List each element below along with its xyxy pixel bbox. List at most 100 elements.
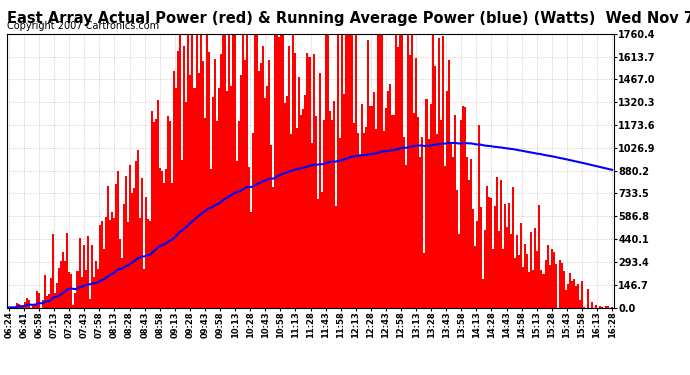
Bar xyxy=(179,34,181,308)
Bar xyxy=(297,128,298,308)
Bar xyxy=(509,203,510,308)
Bar xyxy=(226,91,228,308)
Bar xyxy=(490,198,492,308)
Bar xyxy=(540,270,542,308)
Bar xyxy=(86,236,88,308)
Bar xyxy=(581,281,583,308)
Bar xyxy=(46,296,48,307)
Bar xyxy=(206,34,208,308)
Bar xyxy=(407,34,409,308)
Bar xyxy=(510,234,512,308)
Bar xyxy=(34,303,36,307)
Bar xyxy=(62,252,64,308)
Bar xyxy=(313,54,315,307)
Bar xyxy=(595,305,597,308)
Bar xyxy=(228,34,230,308)
Bar xyxy=(542,273,544,308)
Bar xyxy=(357,133,359,308)
Bar xyxy=(42,300,44,307)
Bar xyxy=(157,100,159,308)
Bar xyxy=(216,120,218,308)
Bar xyxy=(115,184,117,308)
Bar xyxy=(341,34,343,308)
Bar xyxy=(426,99,428,308)
Bar xyxy=(258,71,260,308)
Bar xyxy=(518,255,520,308)
Bar xyxy=(88,299,90,307)
Bar xyxy=(429,104,431,308)
Bar xyxy=(571,282,573,308)
Bar xyxy=(75,293,77,308)
Bar xyxy=(317,199,319,308)
Bar xyxy=(242,34,244,308)
Bar xyxy=(308,57,310,308)
Bar xyxy=(145,197,147,308)
Bar xyxy=(192,34,193,308)
Bar xyxy=(566,284,569,308)
Bar xyxy=(417,117,420,308)
Bar xyxy=(577,284,579,308)
Bar xyxy=(64,261,66,308)
Bar xyxy=(177,51,179,308)
Bar xyxy=(133,188,135,308)
Bar xyxy=(79,238,81,308)
Bar xyxy=(345,34,347,308)
Bar xyxy=(559,260,561,308)
Bar xyxy=(395,34,397,308)
Bar xyxy=(26,298,28,307)
Bar xyxy=(70,274,72,308)
Bar xyxy=(244,60,246,308)
Bar xyxy=(385,108,387,307)
Bar xyxy=(393,114,395,308)
Bar xyxy=(448,60,450,308)
Bar xyxy=(474,246,476,308)
Bar xyxy=(375,129,377,308)
Bar xyxy=(66,233,68,308)
Bar xyxy=(298,77,300,308)
Bar xyxy=(391,115,393,308)
Bar xyxy=(428,139,429,308)
Bar xyxy=(605,306,607,308)
Bar xyxy=(323,120,324,308)
Bar xyxy=(232,34,234,308)
Bar xyxy=(411,34,413,308)
Bar xyxy=(262,46,264,308)
Bar xyxy=(171,183,173,308)
Bar xyxy=(355,34,357,308)
Bar xyxy=(135,161,137,308)
Bar xyxy=(607,306,609,308)
Bar xyxy=(210,169,212,308)
Bar xyxy=(141,178,143,308)
Bar xyxy=(415,57,417,308)
Bar xyxy=(38,293,40,308)
Bar xyxy=(460,120,462,308)
Bar xyxy=(468,180,470,308)
Bar xyxy=(252,133,254,308)
Bar xyxy=(159,168,161,308)
Bar xyxy=(50,278,52,308)
Bar xyxy=(155,119,157,308)
Bar xyxy=(111,213,112,308)
Bar xyxy=(333,101,335,308)
Bar xyxy=(248,167,250,308)
Bar xyxy=(533,270,535,308)
Bar xyxy=(564,290,566,308)
Bar xyxy=(300,115,302,308)
Bar xyxy=(446,91,448,308)
Bar xyxy=(127,222,129,308)
Bar xyxy=(381,34,383,308)
Bar xyxy=(549,265,551,308)
Bar xyxy=(520,223,522,308)
Bar xyxy=(440,120,442,308)
Bar xyxy=(536,251,538,308)
Bar xyxy=(331,120,333,308)
Text: East Array Actual Power (red) & Running Average Power (blue) (Watts)  Wed Nov 7 : East Array Actual Power (red) & Running … xyxy=(7,11,690,26)
Bar xyxy=(99,225,101,308)
Bar xyxy=(420,157,422,308)
Bar xyxy=(389,84,391,308)
Bar xyxy=(293,34,295,308)
Bar xyxy=(482,279,484,308)
Bar xyxy=(359,154,361,308)
Bar xyxy=(306,53,308,307)
Bar xyxy=(129,165,131,308)
